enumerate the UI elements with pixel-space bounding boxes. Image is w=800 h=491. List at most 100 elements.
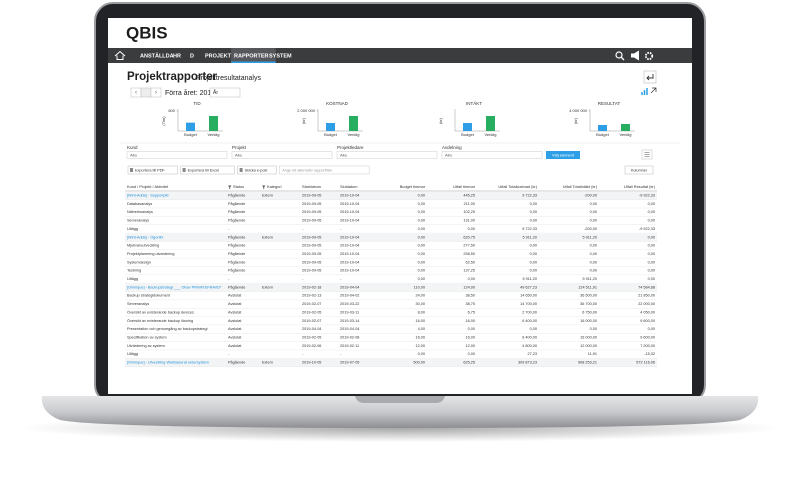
period-label: Förra året: 2019 xyxy=(165,89,215,97)
table-cell: Pågående xyxy=(228,285,245,289)
column-header[interactable]: Utfall Totalkostnad (kr) xyxy=(498,184,537,189)
table-cell: 16,00 xyxy=(415,335,425,339)
table-cell: 2019-02-07 xyxy=(302,319,321,323)
column-header[interactable]: Startdatum xyxy=(302,184,321,189)
column-header[interactable]: Slutdatum xyxy=(340,184,358,189)
table-cell: 0,00 xyxy=(418,227,425,231)
export-button[interactable] xyxy=(180,165,235,175)
table-cell: 0,00 xyxy=(648,219,655,223)
table-cell: 2019-09-05 xyxy=(302,194,321,198)
table-cell: 2019-02-07 xyxy=(302,302,321,306)
table-cell: Pågående xyxy=(228,244,245,248)
table-cell: 2019-09-05 xyxy=(302,244,321,248)
table-cell: 0,00 xyxy=(418,277,425,281)
group-row-bg xyxy=(125,358,657,367)
table-cell: - xyxy=(228,277,230,281)
column-header[interactable]: Budget timmar xyxy=(400,184,426,189)
filter-input[interactable] xyxy=(126,151,228,159)
column-filter-icon[interactable] xyxy=(262,185,266,190)
table-cell: 12 000,00 xyxy=(580,344,597,348)
activity-name: Mjukvaruutveckling xyxy=(127,244,159,248)
column-filter-icon[interactable] xyxy=(228,185,232,190)
table-cell: 137,25 xyxy=(463,269,475,273)
filter-input[interactable] xyxy=(336,151,438,159)
table-cell: 4,00 xyxy=(418,327,425,331)
group-link[interactable]: [Wint-Adda] - Ögonfix xyxy=(127,235,163,239)
export-icon xyxy=(239,168,243,172)
table-cell: 6 750,00 xyxy=(582,310,597,314)
logo: QBIS xyxy=(126,23,168,42)
nav-item[interactable]: RAPPORTER xyxy=(234,53,269,59)
table-cell: Avslutat xyxy=(228,294,242,298)
table-cell: 102,25 xyxy=(463,210,475,214)
group-link[interactable]: [Omnique] - Backupstrategi ___ Ohav PRIV… xyxy=(127,285,222,289)
table-cell: Extern xyxy=(262,361,273,365)
home-icon[interactable] xyxy=(114,50,126,60)
nav-item[interactable]: ANSTÄLLDA xyxy=(140,52,174,59)
table-cell: 0,00 xyxy=(590,260,597,264)
column-header[interactable]: Kund / Projekt / Aktivitet xyxy=(127,184,169,189)
columns-button-label: Kolumner xyxy=(631,168,648,172)
table-cell: 0,00 xyxy=(648,210,655,214)
activity-name: Utlägg xyxy=(127,227,138,231)
kpi-bar xyxy=(621,124,630,131)
column-header[interactable]: Status xyxy=(233,184,244,189)
chart-icon[interactable] xyxy=(641,88,648,95)
filter-button[interactable] xyxy=(546,151,580,159)
column-header[interactable]: Kategori xyxy=(267,184,282,189)
table-cell: 445,25 xyxy=(463,194,475,198)
nav-item[interactable]: D xyxy=(190,53,194,59)
announce-icon[interactable] xyxy=(631,50,639,61)
next-button[interactable] xyxy=(150,87,162,98)
search-icon[interactable] xyxy=(615,51,623,59)
kpi-tick-label: 2 000 000 xyxy=(297,108,316,113)
period-select[interactable] xyxy=(209,87,241,98)
table-cell: 211,00 xyxy=(464,202,475,206)
kpi-bar xyxy=(463,123,472,131)
column-header[interactable]: Utfall timmar xyxy=(453,184,476,189)
group-link[interactable]: [Omnique] - Utveckling Webbaserat orders… xyxy=(127,361,209,365)
columns-button[interactable] xyxy=(624,165,654,175)
table-cell: 5 911,20 xyxy=(523,277,538,281)
table-cell: Avslutat xyxy=(228,335,242,339)
table-cell: 908 253,21 xyxy=(578,361,597,365)
table-cell: 0,00 xyxy=(530,327,537,331)
table-cell: 309 873,23 xyxy=(518,361,537,365)
kpi-category: Budget xyxy=(184,132,198,137)
table-cell: 2019-09-05 xyxy=(302,219,321,223)
table-cell: 5 911,20 xyxy=(583,235,598,239)
filter-input[interactable] xyxy=(441,151,543,159)
kpi-tick-label: 600 xyxy=(168,108,175,113)
filter-input[interactable] xyxy=(231,151,333,159)
kpi-category: Verklig xyxy=(207,132,219,137)
table-cell: 30,00 xyxy=(415,302,425,306)
table-cell: 0,00 xyxy=(468,227,475,231)
back-button[interactable] xyxy=(643,70,657,84)
table-cell: 0,00 xyxy=(530,219,537,223)
table-cell: Pågående xyxy=(228,202,245,206)
table-cell: 0,00 xyxy=(418,210,425,214)
table-cell: - xyxy=(228,227,230,231)
group-link[interactable]: [Wint-Adda] - Supportpkt xyxy=(127,194,170,198)
expand-icon[interactable] xyxy=(650,87,657,94)
activity-name: Översikt av existerande backup lösning xyxy=(127,319,193,323)
table-cell: Avslutat xyxy=(228,310,242,314)
column-header[interactable]: Utfall Resultat (kr) xyxy=(624,184,656,189)
column-header[interactable]: Utfall Totalintäkt (kr) xyxy=(563,184,598,189)
export-button-label: Exportera till Excel xyxy=(188,168,220,172)
nav-item[interactable]: HR xyxy=(173,53,181,59)
table-cell: - xyxy=(340,227,342,231)
table-cell: 16,00 xyxy=(415,319,425,323)
export-icon xyxy=(182,168,186,172)
nav-item[interactable]: SYSTEM xyxy=(269,53,292,59)
table-cell: 6,75 xyxy=(468,310,475,314)
table-cell: Pågående xyxy=(228,260,245,264)
export-button[interactable] xyxy=(237,165,277,175)
activity-name: Nätverksanalys xyxy=(127,210,153,214)
export-button[interactable] xyxy=(127,165,178,175)
calendar-button[interactable] xyxy=(140,87,152,98)
settings-icon[interactable] xyxy=(644,51,654,61)
table-cell: 0,00 xyxy=(418,260,425,264)
nav-item[interactable]: PROJEKT xyxy=(205,53,232,59)
report-title-input[interactable] xyxy=(278,165,370,175)
